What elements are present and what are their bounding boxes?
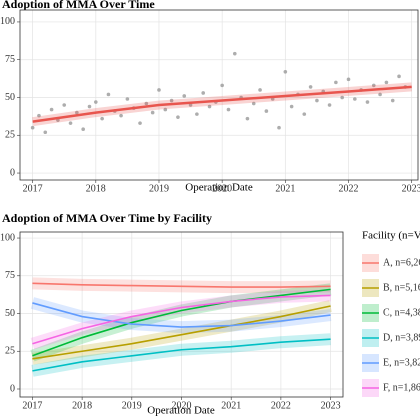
point	[87, 104, 92, 109]
point	[125, 97, 130, 101]
point	[232, 51, 237, 56]
legend-label: D, n=3,895	[383, 332, 420, 343]
x-tick-label: 2017	[23, 183, 43, 194]
point	[308, 85, 313, 89]
point	[353, 97, 357, 101]
y-tick-label: 100	[0, 16, 15, 27]
point	[371, 83, 376, 88]
x-tick-label: 2023	[321, 400, 341, 411]
x-tick-label: 2018	[72, 400, 92, 411]
point	[277, 125, 281, 130]
series-line	[32, 338, 331, 372]
point	[138, 121, 142, 125]
x-tick-label: 2017	[22, 400, 42, 411]
point	[251, 101, 256, 106]
point	[220, 83, 224, 88]
series-line	[32, 302, 331, 328]
y-tick-label: 25	[5, 346, 15, 357]
point	[81, 127, 85, 132]
point	[94, 100, 98, 104]
point	[37, 113, 41, 118]
point	[100, 116, 104, 121]
series-line	[32, 288, 331, 357]
point	[30, 125, 35, 130]
y-tick-label: 75	[5, 270, 15, 281]
series-line	[32, 282, 331, 288]
point	[157, 88, 161, 92]
point	[119, 113, 123, 118]
point	[195, 112, 199, 116]
panel-border	[19, 231, 344, 398]
y-tick-label: 25	[5, 130, 15, 141]
legend-label: A, n=6,264	[383, 257, 420, 268]
x-tick-label: 2023	[402, 183, 420, 194]
point	[245, 116, 250, 121]
legend-label: C, n=4,381	[383, 307, 420, 318]
x-tick-label: 2021	[221, 400, 241, 411]
series-line	[32, 305, 331, 360]
point	[384, 80, 389, 85]
x-tick-label: 2021	[275, 183, 295, 194]
point	[334, 80, 338, 85]
point	[264, 109, 269, 113]
point	[315, 98, 319, 103]
point	[163, 107, 168, 112]
series-line	[32, 294, 331, 345]
legend-label: B, n=5,160	[383, 282, 420, 293]
point	[201, 91, 206, 95]
point	[346, 77, 351, 82]
point	[150, 110, 155, 115]
point	[75, 110, 79, 115]
point	[169, 98, 174, 103]
point	[43, 130, 48, 135]
plot-panel	[20, 10, 418, 180]
point	[258, 88, 262, 92]
chart-title: Adoption of MMA Over Time by Facility	[2, 211, 212, 225]
point	[176, 115, 180, 119]
x-tick-label: 2020	[212, 183, 232, 194]
point	[283, 70, 288, 74]
point	[68, 121, 73, 125]
x-tick-label: 2022	[339, 183, 359, 194]
point	[289, 104, 294, 109]
point	[340, 95, 344, 100]
x-axis-title: Operation Date	[185, 182, 253, 194]
x-tick-label: 2018	[86, 183, 106, 194]
chart-title: Adoption of MMA Over Time	[2, 0, 155, 11]
x-tick-label: 2019	[122, 400, 142, 411]
legend-label: E, n=3,821	[383, 357, 420, 368]
x-tick-label: 2020	[172, 400, 192, 411]
x-tick-label: 2019	[149, 183, 169, 194]
legend-title: Facility (n=Volume)	[362, 230, 420, 242]
legend-label: F, n=1,863	[383, 382, 420, 393]
point	[397, 74, 401, 79]
point	[207, 104, 212, 109]
trend-line	[32, 85, 412, 123]
point	[188, 103, 193, 107]
point	[62, 103, 67, 107]
point	[378, 92, 382, 97]
y-tick-label: 100	[0, 232, 15, 243]
y-tick-label: 50	[5, 92, 15, 103]
y-tick-label: 0	[10, 167, 15, 178]
point	[106, 92, 111, 97]
point	[49, 107, 54, 112]
point	[390, 98, 395, 103]
y-tick-label: 0	[10, 383, 15, 394]
point	[365, 100, 370, 104]
y-tick-label: 50	[5, 308, 15, 319]
point	[302, 112, 307, 116]
x-axis-title: Operation Date	[147, 405, 215, 417]
x-tick-label: 2022	[271, 400, 291, 411]
point	[327, 103, 332, 107]
y-tick-label: 75	[5, 54, 15, 65]
point	[226, 107, 231, 112]
point	[144, 101, 149, 106]
panel-border	[19, 9, 419, 181]
point	[182, 94, 187, 98]
